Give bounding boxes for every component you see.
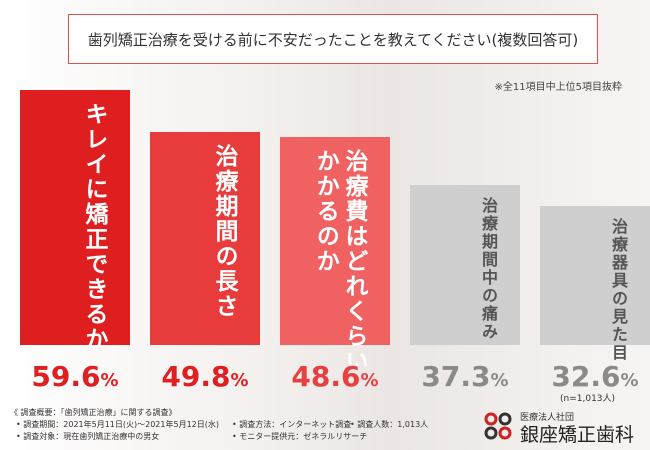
- sample-size: (n=1,013人): [560, 394, 616, 404]
- survey-info: • 調査期間：2021年5月11日(火)～2021年5月12日(水): [16, 420, 220, 429]
- value-label: 59.6%: [31, 360, 119, 393]
- logo: 銀座矯正歯科: [520, 424, 635, 446]
- logo-mark: [484, 412, 512, 440]
- value-label: 37.3%: [421, 360, 509, 393]
- category-label: キレイに矯正できるか: [81, 102, 107, 352]
- bar: [20, 90, 130, 345]
- logo-subtitle: 医療法人社団: [520, 413, 575, 423]
- value-label: 32.6%: [551, 360, 639, 393]
- bar: [410, 185, 520, 345]
- category-label: 治療費はどれくらい かかるのか: [312, 149, 367, 375]
- survey-info: • モニター提供元：ゼネラルリサーチ: [232, 432, 368, 441]
- survey-info: • 調査対象：現在歯列矯正治療中の男女: [16, 432, 160, 441]
- note: ※全11項目中上位5項目抜粋: [494, 82, 622, 93]
- value-label: 48.6%: [291, 360, 379, 393]
- category-label: 治療期間中の痛み: [479, 197, 498, 342]
- bar: [540, 205, 650, 345]
- survey-info: • 調査方法：インターネット調査: [232, 420, 352, 429]
- survey-info: 《 調査概要：「歯列矯正治療」に関する調査》: [10, 408, 177, 417]
- bar: [150, 131, 260, 345]
- category-label: 治療期間の長さ: [211, 143, 237, 319]
- category-label: 治療器具の見た目: [609, 217, 628, 362]
- chart-title: 歯列矯正治療を受ける前に不安だったことを教えてください(複数回答可): [68, 14, 598, 64]
- survey-info: • 調査人数：1,013人: [350, 420, 429, 429]
- bar: [280, 137, 390, 345]
- value-label: 49.8%: [161, 360, 249, 393]
